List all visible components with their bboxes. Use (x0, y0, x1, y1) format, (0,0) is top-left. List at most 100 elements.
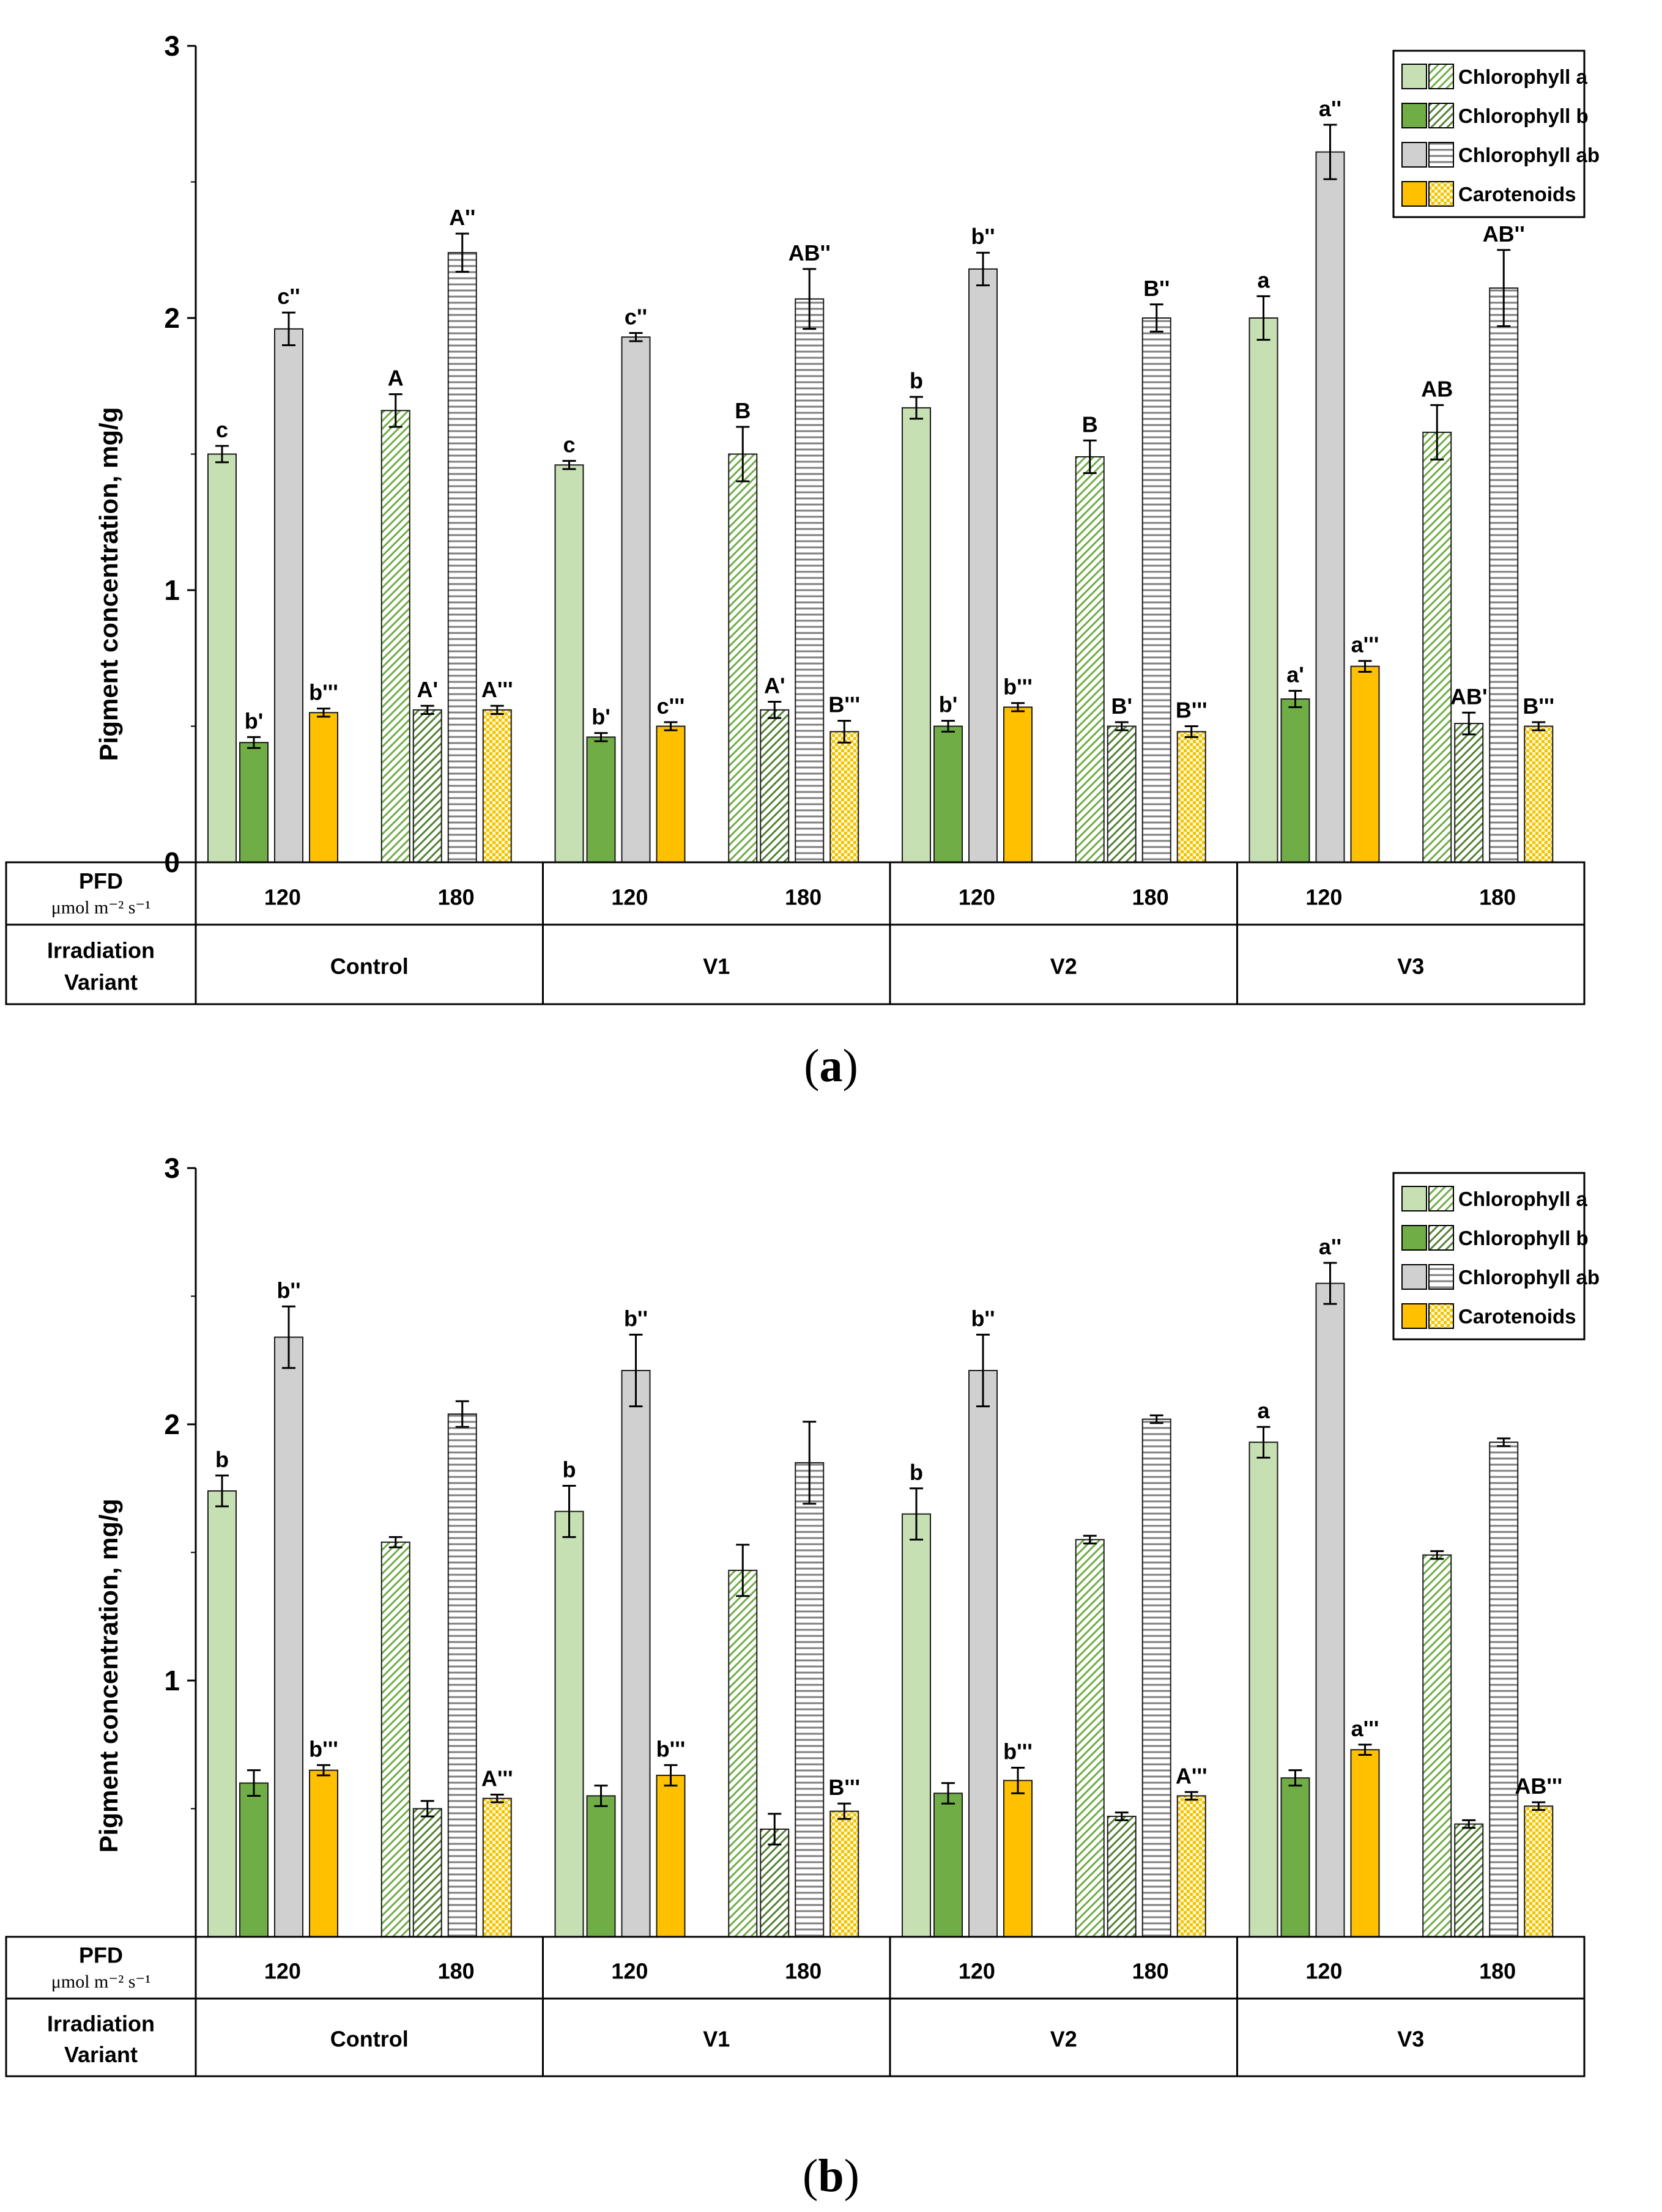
bar-chlb (933, 725, 963, 863)
y-tick-label: 2 (164, 302, 180, 334)
pfd-cell: 180 (1132, 884, 1169, 909)
significance-letter: AB'' (1483, 221, 1525, 246)
pfd-variant-table: PFD μmol m⁻² s⁻¹ Irradiation Variant 120… (5, 1936, 1586, 2077)
significance-letter: a''' (1351, 1716, 1379, 1741)
significance-letter: AB' (1450, 684, 1488, 709)
significance-letter: b (563, 1457, 576, 1482)
table-border (5, 1936, 1586, 2077)
significance-letter: A (388, 366, 404, 391)
bar-layer: c Ac Bb Ba AB b' A' b' A' b' B' a' AB' c'' A'' c'' AB'' b… (187, 45, 1554, 864)
significance-letter: b'' (971, 224, 995, 249)
panel-b-chart: Pigment concentration, mg/g 1 2 3 b b b a b'… (5, 1152, 1600, 2077)
pfd-cell: 120 (1305, 884, 1342, 909)
panel-a-letter: a (819, 1040, 843, 1092)
significance-letter: A''' (1176, 1763, 1208, 1788)
pfd-cell: 120 (611, 1959, 648, 1984)
variant-cell: V3 (1397, 2027, 1424, 2052)
legend-label: Chlorophyll b (1458, 105, 1589, 127)
significance-letter: A'' (449, 205, 475, 230)
significance-letter: c (216, 417, 228, 442)
pfd-cell: 120 (959, 884, 995, 909)
bar-chlab (1489, 287, 1519, 863)
pfd-cell: 180 (1479, 884, 1516, 909)
significance-letter: b'' (971, 1306, 995, 1331)
bar-chlab (1141, 1418, 1171, 1938)
variant-cell: V2 (1050, 954, 1077, 979)
legend-swatch-solid (1401, 1303, 1427, 1329)
variant-row-label: Irradiation (47, 938, 155, 963)
bar-chlab (274, 1336, 303, 1938)
panel-a-chart: Pigment concentration, mg/g 0 1 2 3 c Ac B… (5, 30, 1600, 1005)
variant-row-label: Variant (64, 2042, 138, 2067)
bar-car (309, 712, 338, 863)
bar-car (1524, 1805, 1554, 1938)
pfd-cell: 120 (264, 1959, 301, 1984)
pfd-cell: 120 (959, 1959, 995, 1984)
bar-chla (1075, 456, 1105, 863)
bar-chla (554, 1511, 584, 1937)
bar-chla (728, 1569, 758, 1938)
significance-letter: B'' (1143, 276, 1170, 301)
legend-label: Chlorophyll a (1458, 1188, 1587, 1210)
significance-letter: A''' (481, 1766, 513, 1791)
y-tick-label: 3 (164, 30, 180, 62)
significance-letter: B''' (828, 1775, 860, 1800)
legend-swatch-solid (1401, 1186, 1427, 1211)
variant-row-label: Irradiation (47, 2011, 155, 2036)
table-border (5, 861, 1586, 1005)
bar-chlb (239, 742, 269, 863)
significance-letter: AB'' (788, 240, 831, 265)
variant-cell: V1 (703, 2027, 730, 2052)
bar-chlb (1454, 723, 1484, 864)
significance-letter: a' (1286, 662, 1304, 687)
significance-letter: a (1257, 1398, 1270, 1423)
bar-layer: b b b a b'' b'' b'' a'' b''' A''' b''' B''' b''' A'''… (187, 1167, 1562, 1938)
legend-label: Carotenoids (1458, 183, 1576, 205)
legend-swatch-pattern (1428, 1264, 1454, 1290)
significance-letter: A''' (481, 677, 513, 702)
significance-letter: c'' (625, 304, 647, 329)
bar-chlab (621, 336, 651, 863)
variant-row-label: Variant (64, 970, 138, 995)
bar-car (829, 731, 859, 864)
bar-chlab (1141, 317, 1171, 863)
bar-car (1176, 1795, 1206, 1938)
significance-letter: b''' (1003, 675, 1033, 700)
y-axis-ticks: 0 1 2 3 (164, 30, 180, 878)
variant-cell: V2 (1050, 2027, 1077, 2052)
significance-letter: b''' (1003, 1739, 1033, 1764)
bar-chlb (760, 709, 790, 864)
legend-label: Chlorophyll b (1458, 1227, 1589, 1249)
significance-letter: b (910, 1460, 923, 1485)
bar-car (1350, 1749, 1380, 1937)
bar-chla (1422, 431, 1452, 863)
bar-chla (380, 410, 410, 863)
significance-letter: b''' (309, 1736, 338, 1761)
significance-letter: b'' (276, 1278, 300, 1303)
bar-chlb (1107, 725, 1137, 863)
variant-cell: V3 (1397, 954, 1424, 979)
significance-letter: b (215, 1447, 229, 1472)
bar-chla (902, 407, 931, 863)
bar-car (1176, 731, 1206, 864)
significance-letter: b''' (309, 680, 338, 705)
y-axis-ticks: 1 2 3 (164, 1152, 180, 1696)
bar-chlab (968, 1370, 998, 1937)
significance-letter: B (1082, 412, 1098, 437)
pfd-cell: 120 (1305, 1959, 1342, 1984)
bar-chla (207, 1490, 237, 1937)
bar-chlb (1280, 1777, 1310, 1937)
pfd-row-label: PFD (79, 868, 123, 893)
y-axis-label: Pigment concentration, mg/g (94, 407, 123, 761)
bar-chla (1248, 317, 1278, 863)
bar-chlab (1315, 1282, 1345, 1937)
legend-label: Chlorophyll a (1458, 65, 1587, 88)
bar-chlab (274, 328, 303, 863)
bar-car (656, 1775, 686, 1938)
y-tick-label: 2 (164, 1408, 180, 1440)
y-tick-label: 1 (164, 574, 180, 606)
y-axis-label: Pigment concentration, mg/g (94, 1499, 123, 1853)
legend-label: Chlorophyll ab (1458, 1266, 1600, 1289)
significance-letter: a'' (1319, 96, 1341, 121)
significance-letter: AB''' (1515, 1774, 1562, 1799)
